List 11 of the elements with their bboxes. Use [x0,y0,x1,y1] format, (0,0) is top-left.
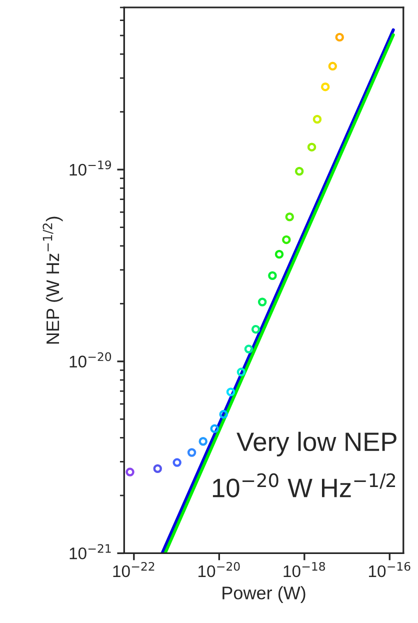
y-tick-label: 10$^{−19}$ [70,160,112,176]
x-tick-label: 10$^{−22}$ [113,562,154,578]
y-tick-label: 10$^{−20}$ [70,352,112,368]
x-axis-title: Power (W) [222,586,306,603]
x-tick-label: 10$^{−18}$ [284,562,325,578]
x-tick-label: 10$^{−16}$ [368,562,410,578]
annotation: 10$^{−20}$ W Hz$^{−1/2}$ [212,473,396,498]
x-tick-label: 10$^{−20}$ [198,562,240,578]
y-axis-title: NEP (W Hz$^{−1/2}$) [42,216,63,344]
annotation: Very low NEP [236,432,396,456]
y-tick-label: 10$^{−21}$ [70,544,111,560]
